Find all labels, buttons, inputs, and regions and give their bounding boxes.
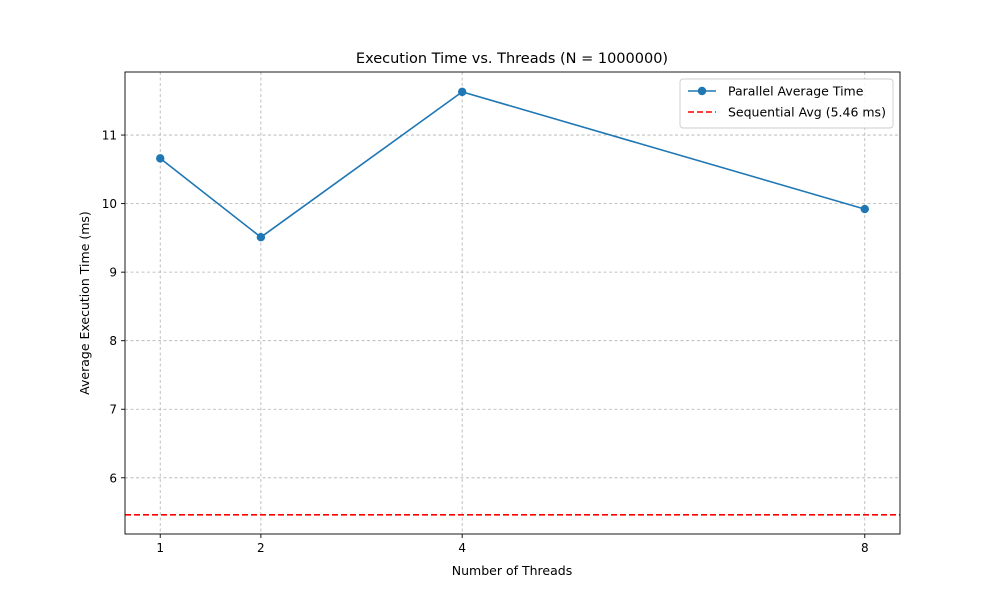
legend-label-parallel: Parallel Average Time [728,84,864,99]
chart-title: Execution Time vs. Threads (N = 1000000) [356,51,668,67]
legend: Parallel Average Time Sequential Avg (5.… [679,78,894,129]
data-point [156,154,165,163]
x-tick-label: 4 [458,541,466,555]
x-tick-label: 8 [861,541,869,555]
y-tick-label: 11 [102,129,117,143]
x-tick-label: 1 [156,541,164,555]
data-point [860,204,869,214]
legend-label-sequential: Sequential Avg (5.46 ms) [728,105,886,120]
y-tick-label: 10 [102,197,117,211]
y-axis-label: Average Execution Time (ms) [77,211,92,395]
data-series [156,87,869,242]
y-tick-label: 8 [109,334,117,348]
grid-lines [125,72,900,534]
y-tick-label: 6 [109,471,117,485]
y-tick-label: 9 [109,266,117,280]
series-line-parallel [159,91,865,239]
data-point [256,232,266,242]
legend-box [679,78,894,129]
x-axis-label: Number of Threads [452,563,572,578]
y-tick-label: 7 [109,403,117,417]
y-axis-ticks: 6 7 8 9 10 11 [102,129,125,485]
data-point [457,87,467,97]
legend-marker-parallel [697,86,707,96]
x-tick-label: 2 [257,541,265,555]
plot-frame [124,71,901,535]
x-axis-ticks: 1 2 4 8 [156,534,869,555]
